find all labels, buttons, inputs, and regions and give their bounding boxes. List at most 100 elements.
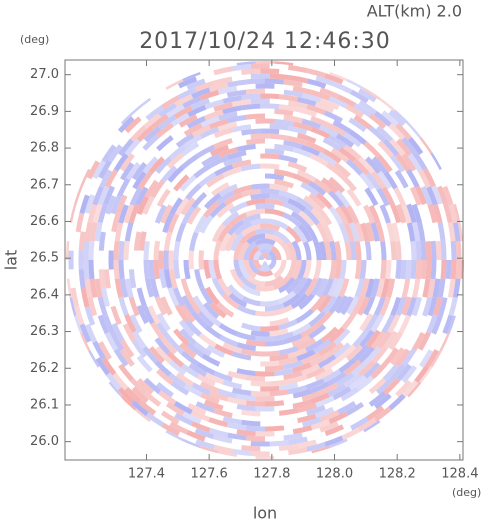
x-tick-label: 127.4 [128,467,165,482]
echo-cell [324,435,344,447]
echo-cell [183,259,191,280]
echo-cell [77,167,91,187]
echo-cell [231,124,252,133]
echo-cell [204,98,224,110]
echo-cell [300,363,321,376]
echo-cell [232,184,252,196]
echo-cell [357,296,370,316]
echo-cell [256,243,274,251]
echo-cell [221,211,240,227]
echo-cell [180,278,192,298]
echo-cell [343,144,362,161]
echo-cell [306,405,326,416]
echo-cell [227,79,247,88]
echo-cell [278,104,299,113]
echo-cell [250,390,270,397]
echo-cell [113,259,120,279]
echo-cell [260,93,280,100]
echo-cell [186,429,206,442]
echo-cell [101,357,117,376]
echo-cell [315,192,333,210]
echo-cell [401,278,411,298]
echo-cell [117,177,131,197]
echo-cell [245,88,266,95]
echo-cell [84,222,93,242]
echo-cell [419,135,435,154]
echo-cell [425,259,432,279]
echo-cell [154,360,172,377]
echo-cell [352,295,365,315]
echo-cell [227,370,247,381]
echo-cell [375,222,386,242]
echo-cell [282,292,302,308]
echo-cell [327,371,347,386]
echo-cell [264,275,284,287]
echo-cell [261,261,269,267]
echo-cell [335,133,355,148]
echo-cell [455,259,462,279]
echo-cell [173,240,181,261]
echo-cell [260,299,280,307]
echo-cell [254,238,276,246]
echo-cell [401,153,417,172]
echo-cell [217,121,238,132]
echo-cell [173,174,190,192]
echo-cell [291,334,311,348]
echo-cell [150,113,169,130]
echo-cell [313,240,322,261]
echo-cell [260,188,280,195]
echo-cell [287,385,308,395]
echo-cell [194,80,215,92]
echo-cell [388,123,406,141]
echo-cell [448,203,458,224]
echo-cell [111,322,125,342]
echo-cell [177,87,197,100]
echo-cell [241,419,261,427]
echo-cell [250,63,270,70]
echo-cell [288,135,308,146]
echo-cell [264,173,285,181]
echo-cell [145,105,164,121]
echo-cell [377,330,392,350]
echo-cell [348,129,367,145]
echo-cell [180,350,199,367]
echo-cell [97,185,110,206]
echo-cell [239,230,257,245]
echo-cell [313,178,332,194]
echo-cell [223,192,243,206]
echo-cell [319,124,339,138]
echo-cell [324,424,345,437]
echo-cell [286,241,297,261]
echo-cell [213,101,233,112]
echo-cell [160,165,178,183]
echo-cell [181,295,196,314]
echo-cell [95,357,111,376]
echo-cell [106,372,122,391]
echo-cell [216,202,235,219]
echo-cell [205,173,225,188]
echo-cell [222,342,243,354]
echo-cell [338,357,357,374]
echo-cell [390,154,406,173]
echo-cell [227,432,247,441]
echo-cell [143,377,162,395]
echo-cell [142,305,155,325]
echo-cell [190,192,208,210]
echo-cell [291,259,302,280]
echo-cell [260,350,280,357]
echo-cell [334,206,349,225]
echo-cell [124,386,142,404]
echo-cell [158,269,168,289]
echo-cell [259,223,281,232]
echo-cell [186,115,206,129]
echo-cell [292,322,312,337]
echo-cell [269,193,290,203]
echo-cell [352,344,370,362]
echo-cell [119,348,135,367]
echo-cell [183,134,203,149]
echo-cell [130,125,147,142]
echo-cell [339,259,347,280]
echo-cell [260,385,280,392]
echo-cell [371,156,388,174]
echo-cell [390,347,406,366]
